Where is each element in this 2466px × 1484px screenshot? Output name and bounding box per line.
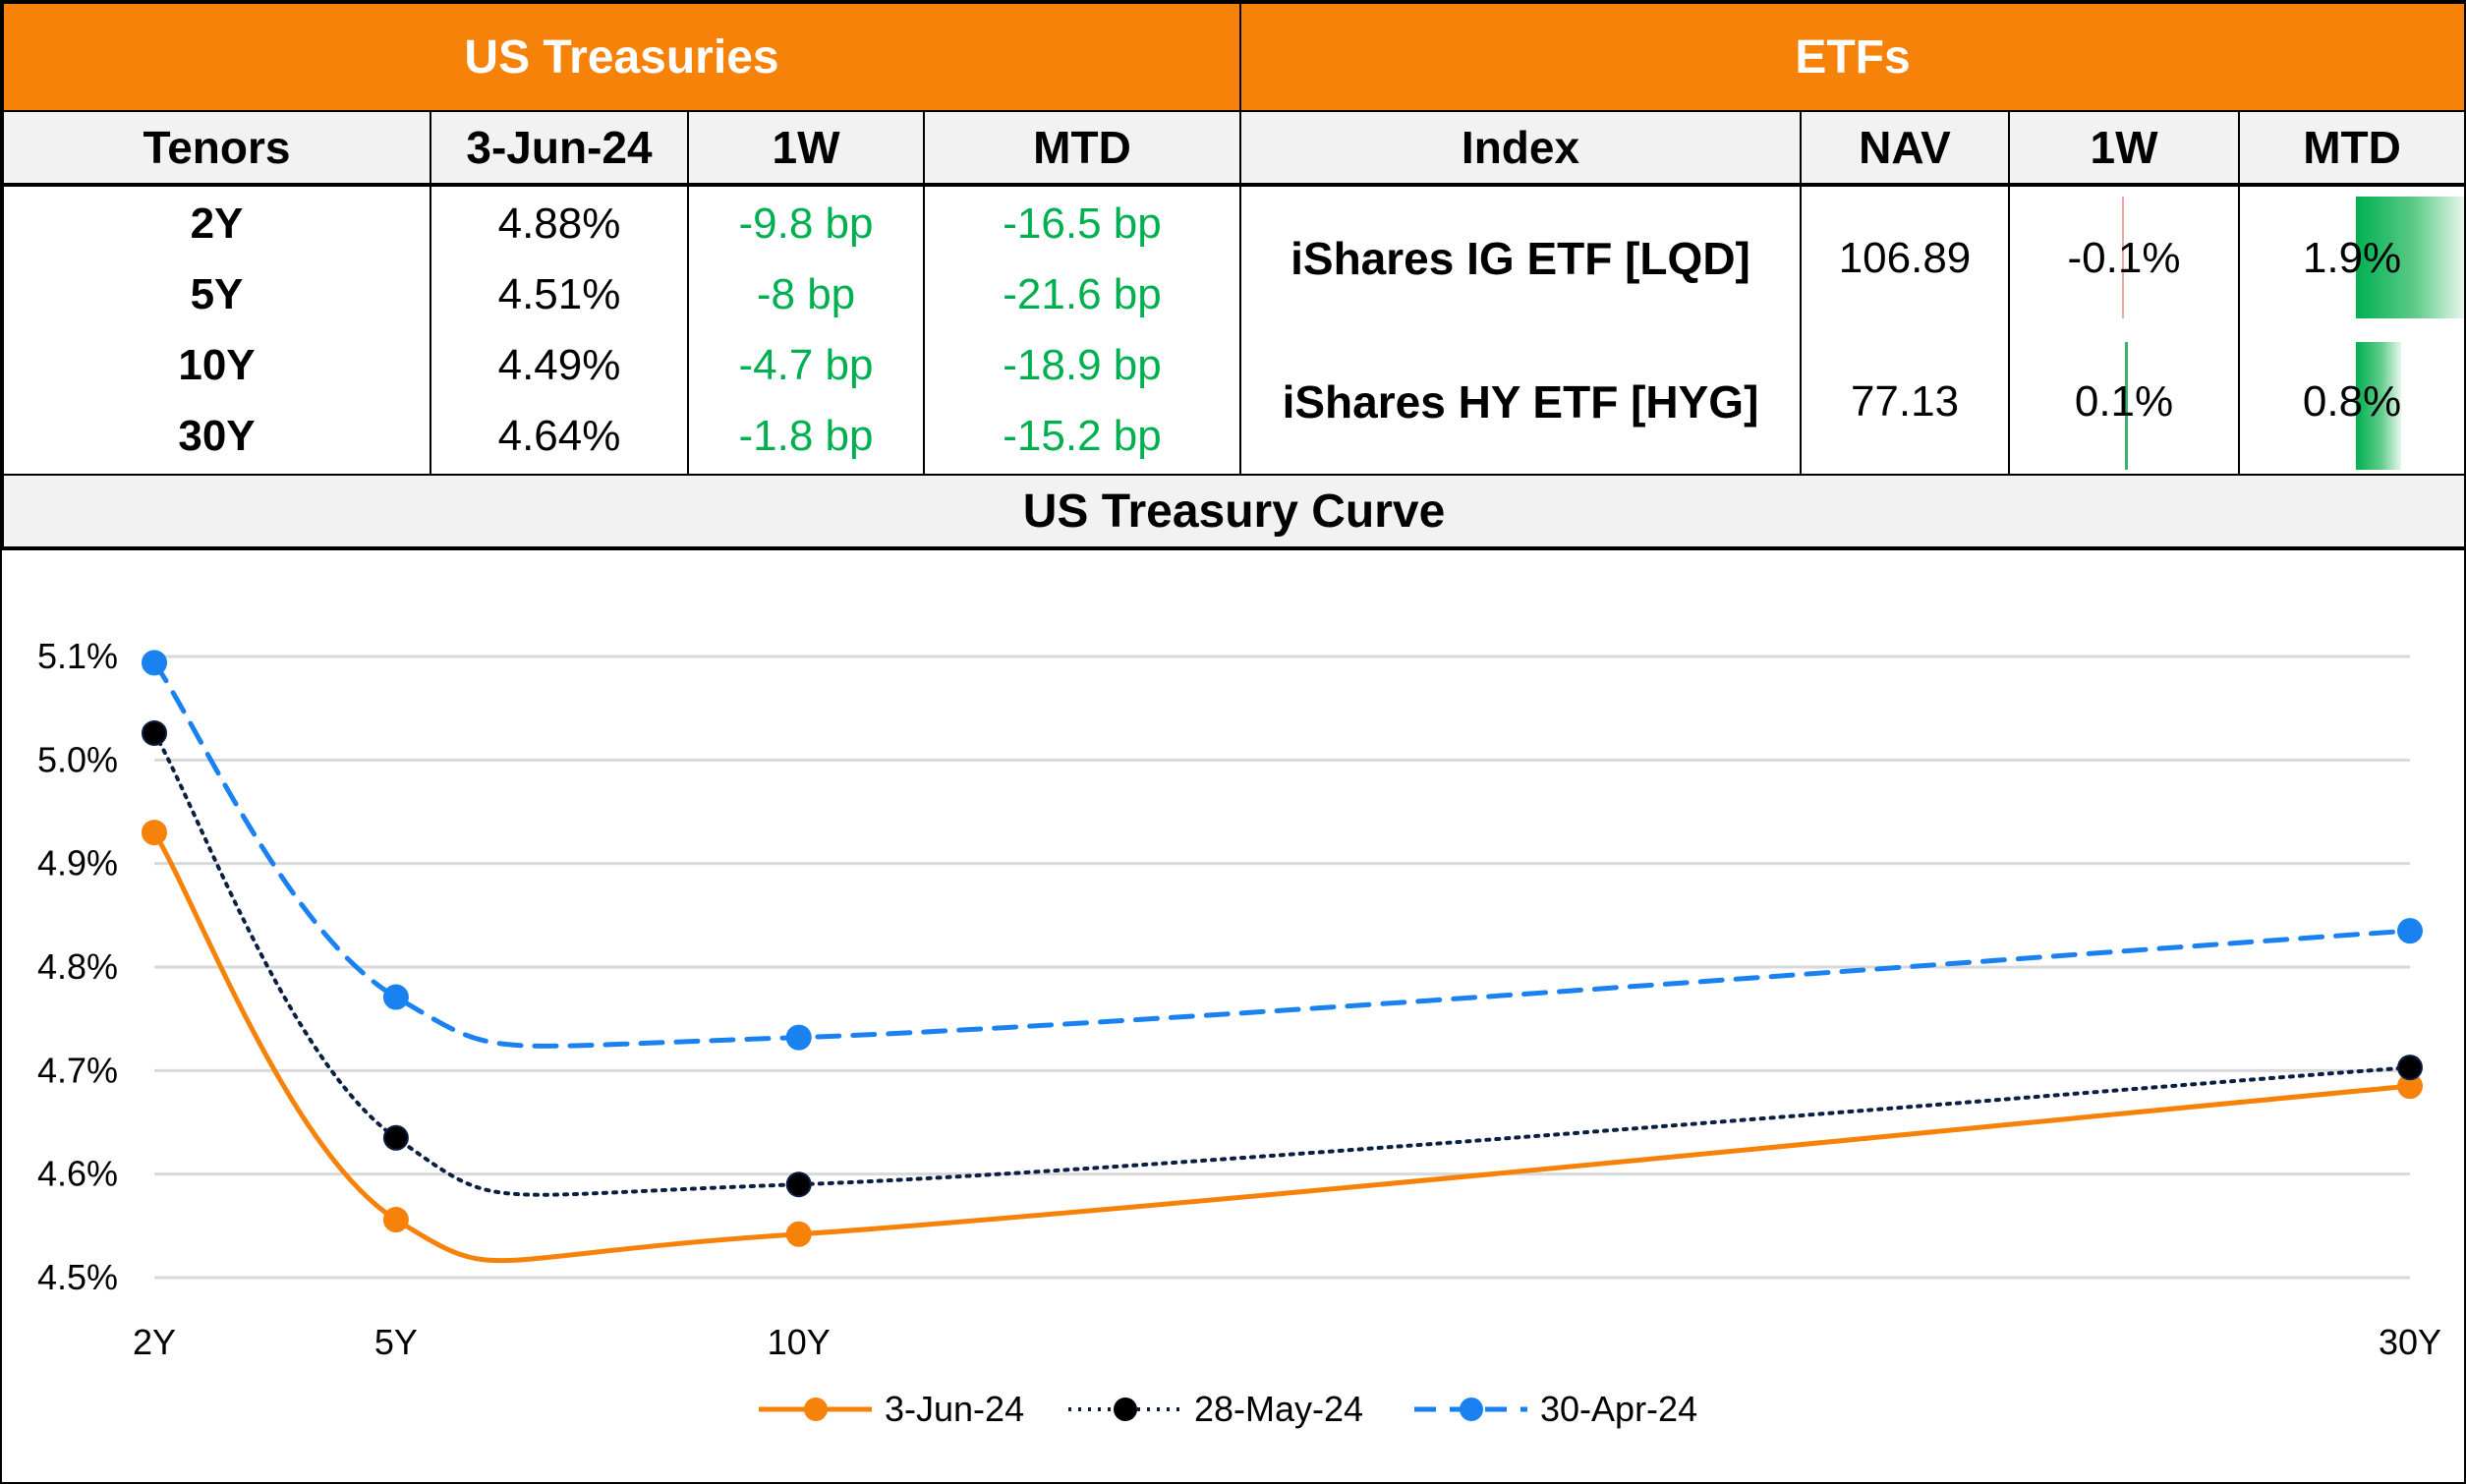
nav-hyg: 77.13 bbox=[1850, 377, 1960, 426]
header-etf-mtd: MTD bbox=[2237, 110, 2466, 187]
header-mtd: MTD bbox=[923, 110, 1241, 187]
change-mtd-column: -16.5 bp -21.6 bp -18.9 bp -15.2 bp bbox=[923, 184, 1241, 476]
header-etf-1w: 1W bbox=[2008, 110, 2240, 187]
etf-nav-column: 106.89 77.13 bbox=[1800, 184, 2010, 476]
y-tick-label: 4.8% bbox=[37, 946, 118, 987]
legend-marker bbox=[804, 1398, 828, 1421]
legend-label: 3-Jun-24 bbox=[885, 1389, 1024, 1429]
legend-item: 28-May-24 bbox=[1068, 1389, 1363, 1429]
yield-column: 4.88% 4.51% 4.49% 4.64% bbox=[430, 184, 689, 476]
databar-mtd-lqd bbox=[2356, 197, 2464, 318]
legend-item: 3-Jun-24 bbox=[759, 1389, 1024, 1429]
data-point bbox=[142, 820, 167, 846]
series-28-May-24 bbox=[142, 719, 2423, 1198]
data-point bbox=[382, 984, 409, 1010]
yield-10y: 4.49% bbox=[497, 341, 621, 389]
series-line bbox=[152, 730, 2412, 1197]
header-1w: 1W bbox=[687, 110, 925, 187]
change-mtd-5y: -21.6 bp bbox=[1003, 270, 1162, 318]
y-tick-label: 4.9% bbox=[37, 843, 118, 884]
etf-1w-hyg: 0.1% bbox=[2074, 377, 2174, 426]
etfs-title: ETFs bbox=[1238, 2, 2466, 112]
header-nav: NAV bbox=[1800, 110, 2010, 187]
legend-label: 30-Apr-24 bbox=[1540, 1389, 1697, 1429]
etf-mtd-lqd: 1.9% bbox=[2302, 234, 2402, 282]
yield-2y: 4.88% bbox=[497, 200, 621, 248]
x-tick-label: 2Y bbox=[133, 1322, 176, 1362]
data-point bbox=[785, 1171, 812, 1198]
tenor-30y: 30Y bbox=[178, 412, 256, 460]
x-tick-label: 10Y bbox=[768, 1322, 831, 1362]
data-point bbox=[382, 1124, 409, 1151]
databar-1w-hyg bbox=[2125, 342, 2128, 470]
series-3-Jun-24 bbox=[142, 820, 2423, 1264]
etf-mtd-hyg: 0.8% bbox=[2302, 377, 2402, 426]
x-axis-ticks: 2Y 5Y 10Y 30Y bbox=[133, 1322, 2441, 1362]
tenor-5y: 5Y bbox=[190, 270, 244, 318]
yield-5y: 4.51% bbox=[497, 270, 621, 318]
data-point bbox=[785, 1024, 812, 1051]
legend: 3-Jun-24 28-May-24 30-Apr-24 bbox=[759, 1389, 1697, 1429]
data-point bbox=[382, 1207, 409, 1233]
x-tick-label: 30Y bbox=[2379, 1322, 2441, 1362]
databar-1w-lqd bbox=[2122, 197, 2124, 318]
treasuries-title: US Treasuries bbox=[2, 2, 1241, 112]
change-1w-column: -9.8 bp -8 bp -4.7 bp -1.8 bp bbox=[687, 184, 925, 476]
legend-label: 28-May-24 bbox=[1194, 1389, 1363, 1429]
etf-name-column: iShares IG ETF [LQD] iShares HY ETF [HYG… bbox=[1239, 184, 1802, 476]
data-point bbox=[2397, 918, 2423, 944]
y-tick-label: 4.6% bbox=[37, 1154, 118, 1194]
series-line bbox=[151, 829, 2413, 1264]
gridlines bbox=[154, 655, 2410, 1280]
x-tick-label: 5Y bbox=[374, 1322, 418, 1362]
y-tick-label: 4.5% bbox=[37, 1257, 118, 1297]
etf-1w-column: -0.1% 0.1% bbox=[2008, 184, 2240, 476]
yield-30y: 4.64% bbox=[497, 412, 621, 460]
data-point bbox=[142, 650, 167, 676]
etf-name-lqd: iShares IG ETF [LQD] bbox=[1290, 233, 1750, 284]
legend-marker bbox=[1460, 1398, 1483, 1421]
series-lines bbox=[142, 650, 2423, 1264]
series-30-Apr-24 bbox=[142, 650, 2423, 1051]
legend-marker bbox=[1114, 1398, 1137, 1421]
tenor-10y: 10Y bbox=[178, 341, 256, 389]
y-tick-label: 5.0% bbox=[37, 739, 118, 779]
header-tenors: Tenors bbox=[2, 110, 431, 187]
legend-item: 30-Apr-24 bbox=[1414, 1389, 1697, 1429]
nav-lqd: 106.89 bbox=[1838, 234, 1972, 282]
treasury-curve-chart: 5.1%5.0%4.9%4.8%4.7%4.6%4.5% 2Y 5Y 10Y 30Y … bbox=[37, 636, 2441, 1429]
change-1w-30y: -1.8 bp bbox=[738, 412, 874, 460]
y-tick-label: 4.7% bbox=[37, 1050, 118, 1090]
tenor-2y: 2Y bbox=[190, 200, 244, 248]
y-axis-ticks: 5.1% 5.0% 4.9% 4.8% 4.7% 4.6% 4.5% bbox=[37, 636, 118, 1297]
etf-name-hyg: iShares HY ETF [HYG] bbox=[1282, 376, 1759, 428]
databar-mtd-hyg bbox=[2356, 342, 2401, 470]
tenor-column: 2Y 5Y 10Y 30Y bbox=[2, 184, 431, 476]
series-line bbox=[151, 659, 2413, 1049]
change-1w-2y: -9.8 bp bbox=[738, 200, 874, 248]
etf-1w-lqd: -0.1% bbox=[2067, 234, 2181, 282]
change-mtd-2y: -16.5 bp bbox=[1003, 200, 1162, 248]
data-point bbox=[2397, 1055, 2423, 1081]
header-index: Index bbox=[1239, 110, 1802, 187]
etf-mtd-column: 1.9% 0.8% bbox=[2237, 184, 2466, 476]
y-tick-label: 5.1% bbox=[37, 636, 118, 676]
summary-table: US Treasuries ETFs Tenors 3-Jun-24 1W MT… bbox=[1, 2, 2466, 550]
data-point bbox=[142, 719, 167, 746]
chart-title: US Treasury Curve bbox=[1, 474, 2466, 550]
change-mtd-30y: -15.2 bp bbox=[1003, 412, 1162, 460]
change-1w-5y: -8 bp bbox=[756, 270, 856, 318]
change-mtd-10y: -18.9 bp bbox=[1003, 341, 1162, 389]
header-date: 3-Jun-24 bbox=[430, 110, 689, 187]
data-point bbox=[785, 1221, 812, 1247]
change-1w-10y: -4.7 bp bbox=[738, 341, 874, 389]
